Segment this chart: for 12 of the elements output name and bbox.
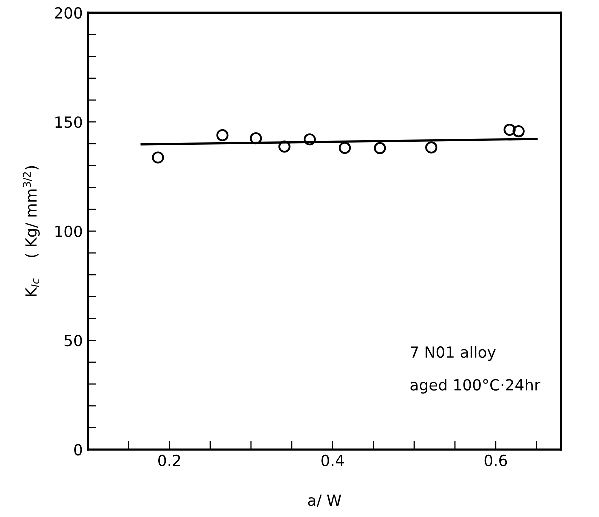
x-tick-label: 0.2 [158,454,180,466]
y-tick-label: 50 [64,335,82,347]
annotation: 7 N01 alloy [411,346,496,362]
text: K$_{Ic}$ ( Kg/ mm$^{3/2}$) [23,166,40,296]
x-tick-label: 0.4 [322,454,344,466]
y-tick-label: 150 [56,116,82,128]
y-tick-label: 100 [56,226,82,238]
x-axis-title: a/ W [308,494,342,508]
x-tick-label: 0.6 [484,454,508,466]
annotation: aged 100°C·24hr [410,379,541,394]
y-tick-label: 200 [55,7,82,19]
y-tick-label: 0 [74,444,82,456]
